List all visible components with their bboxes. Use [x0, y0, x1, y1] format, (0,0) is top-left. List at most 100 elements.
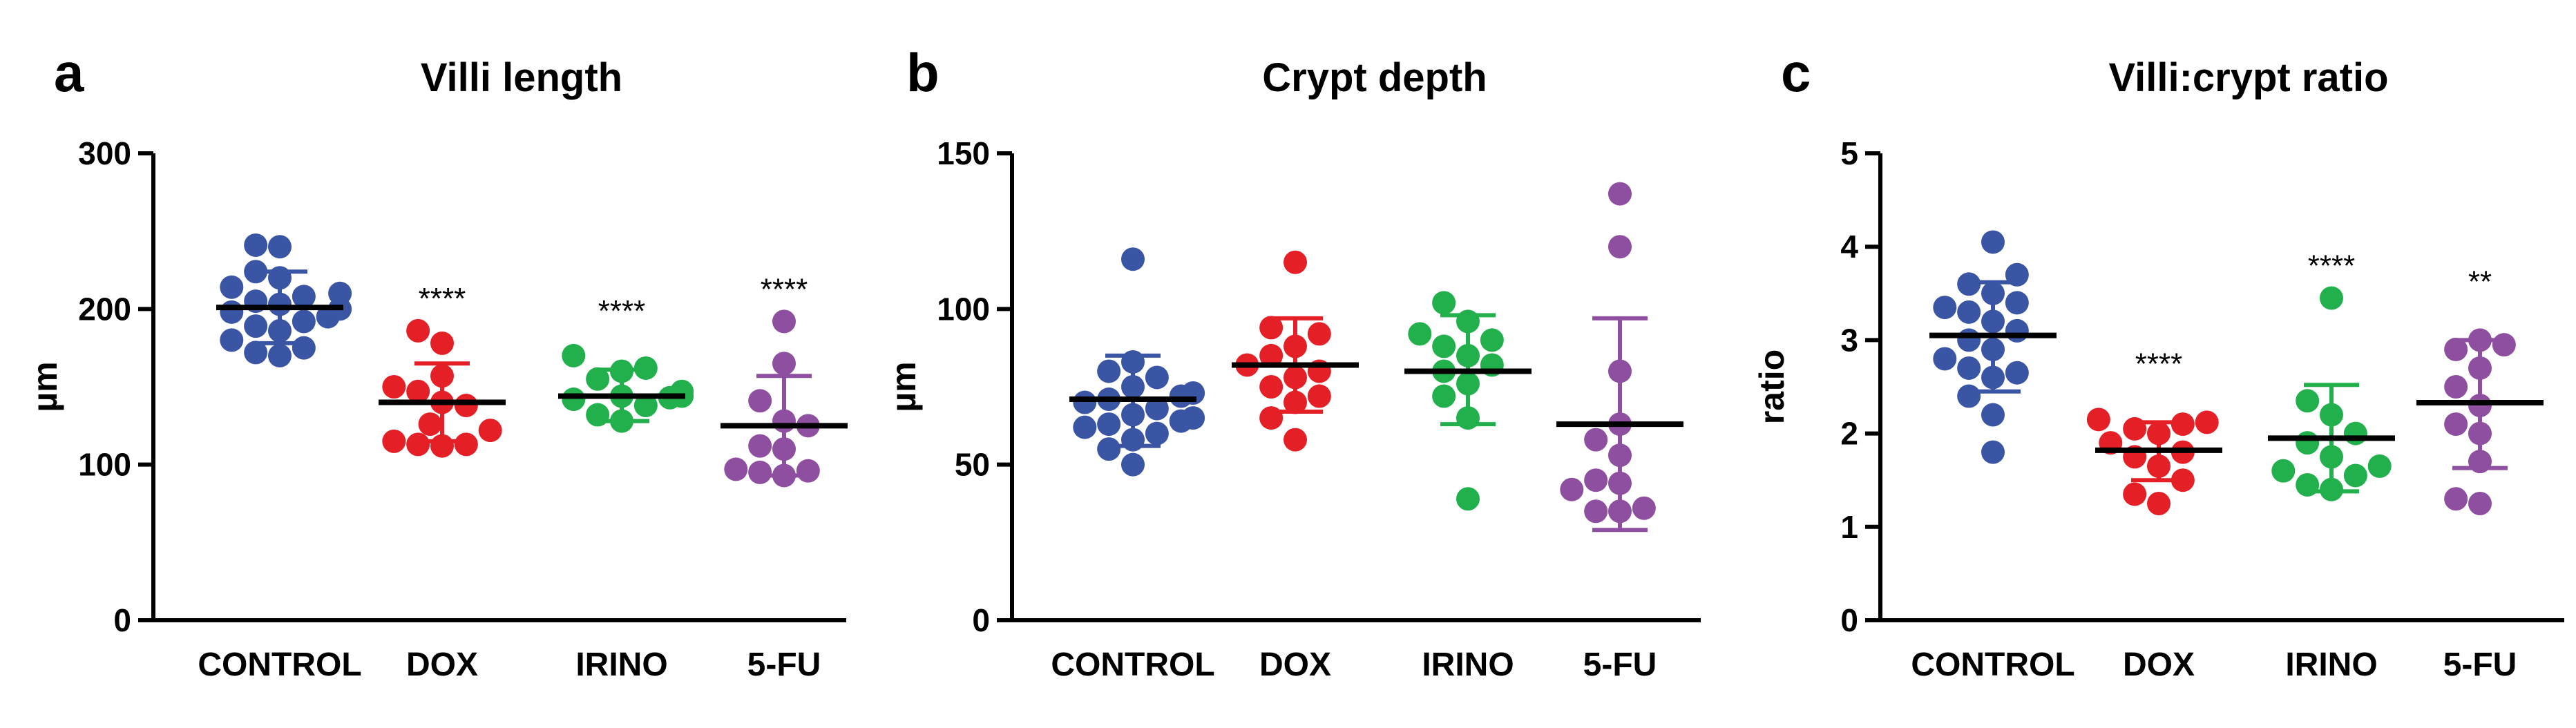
data-point [1456, 487, 1480, 511]
data-point [268, 343, 292, 367]
data-point [1121, 247, 1145, 271]
y-tick-label: 200 [78, 291, 131, 327]
data-point [1145, 396, 1169, 421]
x-tick-label: 5-FU [2443, 646, 2517, 683]
data-point [1957, 384, 1981, 408]
data-point [1981, 230, 2005, 254]
group-control: CONTROL [1051, 247, 1215, 683]
significance-label: **** [761, 272, 808, 306]
data-point [1933, 347, 1957, 371]
data-point [406, 318, 430, 343]
data-point [2005, 291, 2029, 315]
data-point [1307, 322, 1331, 346]
data-point [748, 460, 772, 484]
chart-title: Villi:crypt ratio [2108, 55, 2388, 100]
data-point [220, 328, 244, 352]
data-point [1284, 428, 1307, 452]
y-tick-label: 2 [1840, 416, 1858, 452]
data-point [268, 235, 292, 259]
group-irino: IRINO **** [558, 294, 694, 683]
y-tick-label: 50 [955, 447, 990, 483]
data-point [1259, 316, 1284, 340]
data-point [1981, 403, 2005, 427]
data-point [328, 281, 352, 305]
data-point [1073, 415, 1097, 439]
data-point [1121, 452, 1145, 477]
data-point [244, 233, 268, 257]
data-point [454, 432, 478, 457]
data-point [1957, 356, 1981, 380]
x-tick-label: IRINO [575, 646, 667, 683]
data-point [1957, 300, 1981, 324]
y-tick-label: 0 [972, 602, 990, 638]
y-tick-label: 150 [937, 135, 990, 171]
y-tick-label: 0 [113, 602, 131, 638]
data-point [1933, 296, 1957, 320]
data-point [772, 309, 796, 334]
y-tick-label: 1 [1840, 509, 1858, 545]
panel-c: c Villi:crypt ratio ratio 0 1 2 3 4 5 CONTROL DOX *… [1753, 42, 2564, 683]
data-point [2123, 482, 2147, 506]
panel-b: b Crypt depth µm 0 50 100 150 CONTROL DOX IRINO 5-… [884, 42, 1701, 683]
chart-title: Villi length [421, 55, 622, 100]
data-point [1957, 328, 1981, 352]
data-point [1145, 365, 1169, 390]
data-point [772, 352, 796, 376]
data-point [1981, 440, 2005, 464]
data-point [292, 336, 316, 360]
significance-label: ** [2468, 265, 2492, 298]
data-point [1307, 384, 1331, 408]
data-point [2492, 333, 2516, 357]
data-point [670, 379, 694, 403]
data-point [633, 394, 658, 418]
y-tick-label: 100 [937, 291, 990, 327]
data-point [2468, 492, 2492, 515]
data-point [430, 331, 454, 355]
x-tick-label: CONTROL [1911, 646, 2074, 683]
data-point [1632, 496, 1656, 520]
x-tick-label: CONTROL [1051, 646, 1214, 683]
data-point [1560, 477, 1584, 501]
group-5-fu: 5-FU **** [721, 272, 848, 683]
data-point [406, 432, 430, 457]
y-tick-label: 3 [1840, 322, 1858, 358]
data-point [2086, 408, 2110, 432]
data-point [2195, 410, 2219, 434]
significance-label: **** [419, 282, 466, 316]
data-point [2296, 431, 2320, 455]
x-tick-label: DOX [406, 646, 478, 683]
data-point [1097, 437, 1121, 461]
data-point [724, 457, 748, 481]
data-point [478, 419, 502, 443]
group-control: CONTROL [1911, 230, 2075, 683]
data-point [1608, 235, 1632, 259]
significance-label: **** [2135, 347, 2183, 381]
data-point [1480, 328, 1504, 352]
panel-letter: a [54, 42, 84, 103]
data-point [586, 367, 610, 391]
data-point [1097, 359, 1121, 383]
group-5-fu: 5-FU [1556, 182, 1683, 683]
chart-title: Crypt depth [1262, 55, 1487, 100]
data-point [382, 429, 406, 453]
data-point [562, 343, 586, 367]
data-point [1432, 291, 1456, 315]
y-axis-label: µm [26, 361, 64, 412]
y-axis-label: ratio [1753, 349, 1791, 424]
y-tick-label: 5 [1840, 135, 1858, 171]
data-point [418, 412, 442, 437]
y-tick-label: 0 [1840, 602, 1858, 638]
data-point [796, 459, 820, 483]
data-point [1584, 428, 1608, 452]
x-tick-label: DOX [2123, 646, 2195, 683]
data-point [454, 394, 478, 418]
data-point [1432, 384, 1456, 408]
significance-label: **** [2308, 249, 2356, 283]
x-tick-label: 5-FU [747, 646, 821, 683]
x-tick-label: CONTROL [198, 646, 361, 683]
group-irino: IRINO **** [2268, 249, 2395, 683]
data-point [1432, 334, 1456, 358]
data-point [244, 314, 268, 338]
